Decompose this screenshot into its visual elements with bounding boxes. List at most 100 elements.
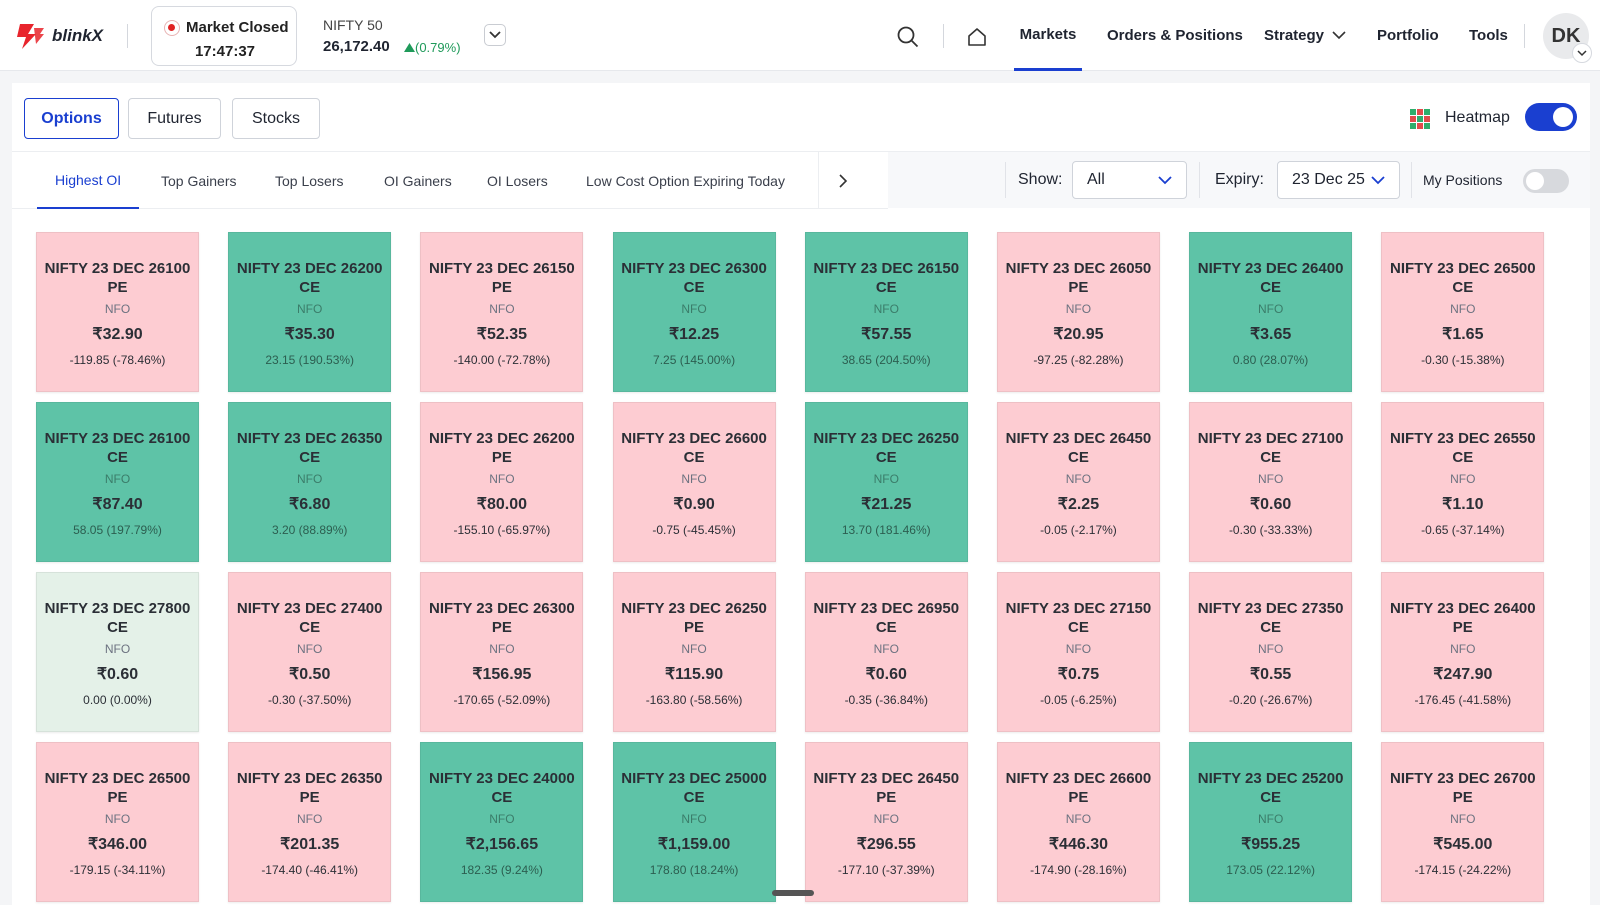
option-card-exchange: NFO [681,812,707,826]
heatmap-label: Heatmap [1445,109,1510,126]
heatmap-toggle[interactable] [1525,103,1577,131]
option-card-name: NIFTY 23 DEC 25200 CE [1197,770,1344,806]
tab-highest-oi[interactable]: Highest OI [37,152,140,209]
tab-strip: Highest OI Top Gainers Top Losers OI Gai… [12,152,888,209]
option-card[interactable]: NIFTY 23 DEC 26050 PE NFO ₹20.95 -97.25 (-8… [996,232,1160,392]
tabs-scroll-right-button[interactable] [818,152,868,209]
user-avatar[interactable]: DK [1543,13,1589,59]
option-card[interactable]: NIFTY 23 DEC 26350 CE NFO ₹6.80 3.20 (88.89… [228,402,392,562]
option-card[interactable]: NIFTY 23 DEC 26600 PE NFO ₹446.30 -174.90 (… [996,742,1160,902]
option-card-change: 38.65 (204.50%) [841,353,931,367]
option-card[interactable]: NIFTY 23 DEC 26950 CE NFO ₹0.60 -0.35 (-36.… [804,572,968,732]
option-card[interactable]: NIFTY 23 DEC 26450 PE NFO ₹296.55 -177.10 (… [804,742,968,902]
option-card-price: ₹0.90 [673,496,715,513]
option-card[interactable]: NIFTY 23 DEC 26200 CE NFO ₹35.30 23.15 (190… [228,232,392,392]
option-card[interactable]: NIFTY 23 DEC 26250 PE NFO ₹115.90 -163.80 (… [612,572,776,732]
option-card[interactable]: NIFTY 23 DEC 26300 CE NFO ₹12.25 7.25 (145.… [612,232,776,392]
option-card[interactable]: NIFTY 23 DEC 26450 CE NFO ₹2.25 -0.05 (-2.1… [996,402,1160,562]
option-card-price: ₹0.60 [865,666,907,683]
scroll-handle[interactable] [772,890,814,896]
option-card[interactable]: NIFTY 23 DEC 26500 PE NFO ₹346.00 -179.15 (… [36,742,199,902]
option-card-change: 173.05 (22.12%) [1226,863,1315,877]
option-card[interactable]: NIFTY 23 DEC 27800 CE NFO ₹0.60 0.00 (0.00%… [36,572,199,732]
brand-logo[interactable]: blinkX [14,22,103,50]
option-card-price: ₹1.65 [1442,326,1484,343]
option-card-name: NIFTY 23 DEC 26100 PE [44,260,191,296]
option-card[interactable]: NIFTY 23 DEC 26400 PE NFO ₹247.90 -176.45 (… [1381,572,1545,732]
option-card-price: ₹156.95 [472,666,532,683]
nav-strategy[interactable]: Strategy [1264,0,1346,71]
my-positions-toggle[interactable] [1523,169,1569,193]
option-card[interactable]: NIFTY 23 DEC 27100 CE NFO ₹0.60 -0.30 (-33.… [1189,402,1353,562]
option-card[interactable]: NIFTY 23 DEC 26100 PE NFO ₹32.90 -119.85 (-… [36,232,199,392]
option-card[interactable]: NIFTY 23 DEC 26100 CE NFO ₹87.40 58.05 (197… [36,402,199,562]
option-card[interactable]: NIFTY 23 DEC 25200 CE NFO ₹955.25 173.05 (2… [1189,742,1353,902]
option-card-price: ₹12.25 [668,326,720,343]
option-card[interactable]: NIFTY 23 DEC 26600 CE NFO ₹0.90 -0.75 (-45.… [612,402,776,562]
option-card-price: ₹346.00 [87,836,148,853]
show-filter-dropdown[interactable]: All [1072,161,1187,199]
option-card-name: NIFTY 23 DEC 26450 CE [1005,430,1152,466]
index-selector-button[interactable] [484,24,506,46]
option-card-price: ₹1,159.00 [657,836,731,853]
option-card-price: ₹296.55 [856,836,916,853]
nav-markets[interactable]: Markets [1014,0,1082,71]
option-card-price: ₹955.25 [1241,836,1301,853]
option-card[interactable]: NIFTY 23 DEC 26200 PE NFO ₹80.00 -155.10 (-… [420,402,584,562]
option-card-exchange: NFO [873,302,899,316]
option-card[interactable]: NIFTY 23 DEC 26150 PE NFO ₹52.35 -140.00 (-… [420,232,584,392]
option-card[interactable]: NIFTY 23 DEC 26300 PE NFO ₹156.95 -170.65 (… [420,572,584,732]
tab-top-gainers[interactable]: Top Gainers [161,172,237,189]
option-card-name: NIFTY 23 DEC 26350 CE [236,430,383,466]
expiry-dropdown[interactable]: 23 Dec 25 [1277,161,1400,199]
segment-options[interactable]: Options [24,98,119,139]
option-card[interactable]: NIFTY 23 DEC 26400 CE NFO ₹3.65 0.80 (28.07… [1189,232,1353,392]
option-card-exchange: NFO [104,302,131,316]
option-card[interactable]: NIFTY 23 DEC 25000 CE NFO ₹1,159.00 178.80 … [612,742,776,902]
option-card-exchange: NFO [104,642,131,656]
tab-oi-losers[interactable]: OI Losers [487,172,548,189]
segment-stocks[interactable]: Stocks [232,98,320,139]
option-card[interactable]: NIFTY 23 DEC 26350 PE NFO ₹201.35 -174.40 (… [228,742,392,902]
tab-top-losers[interactable]: Top Losers [275,172,344,189]
divider [943,24,944,48]
home-icon[interactable] [966,26,988,48]
option-card-name: NIFTY 23 DEC 26050 PE [1005,260,1152,296]
segment-futures[interactable]: Futures [128,98,221,139]
option-card[interactable]: NIFTY 23 DEC 26700 PE NFO ₹545.00 -174.15 (… [1381,742,1545,902]
market-closed-indicator-icon [164,20,180,36]
option-card-exchange: NFO [104,472,131,486]
option-card-exchange: NFO [873,812,899,826]
option-card-name: NIFTY 23 DEC 26150 PE [429,260,575,296]
profile-menu-button[interactable] [1572,43,1592,63]
option-card[interactable]: NIFTY 23 DEC 26500 CE NFO ₹1.65 -0.30 (-15.… [1381,232,1545,392]
option-card[interactable]: NIFTY 23 DEC 26250 CE NFO ₹21.25 13.70 (181… [804,402,968,562]
option-card-change: -0.05 (-6.25%) [1040,693,1117,707]
option-card-name: NIFTY 23 DEC 27350 CE [1197,600,1344,636]
option-card-exchange: NFO [104,812,131,826]
option-card-change: -163.80 (-58.56%) [645,693,743,707]
search-icon[interactable] [896,25,920,49]
option-card-name: NIFTY 23 DEC 26500 CE [1389,260,1536,296]
option-card-name: NIFTY 23 DEC 26400 CE [1197,260,1344,296]
option-card-change: 58.05 (197.79%) [73,523,162,537]
nav-portfolio[interactable]: Portfolio [1377,27,1439,44]
option-card[interactable]: NIFTY 23 DEC 26550 CE NFO ₹1.10 -0.65 (-37.… [1381,402,1545,562]
option-card-change: 182.35 (9.24%) [460,863,543,877]
nav-tools[interactable]: Tools [1469,27,1508,44]
nav-orders-positions[interactable]: Orders & Positions [1107,27,1243,44]
option-card-price: ₹3.65 [1249,326,1292,343]
tab-low-cost-option[interactable]: Low Cost Option Expiring Today [586,172,785,189]
option-card[interactable]: NIFTY 23 DEC 27150 CE NFO ₹0.75 -0.05 (-6.2… [996,572,1160,732]
option-card[interactable]: NIFTY 23 DEC 24000 CE NFO ₹2,156.65 182.35 … [420,742,584,902]
option-card[interactable]: NIFTY 23 DEC 27350 CE NFO ₹0.55 -0.20 (-26.… [1189,572,1353,732]
tab-oi-gainers[interactable]: OI Gainers [384,172,452,189]
option-card-name: NIFTY 23 DEC 26950 CE [813,600,960,636]
nav-strategy-label: Strategy [1264,27,1325,44]
chevron-down-icon [1371,176,1385,185]
option-card[interactable]: NIFTY 23 DEC 27400 CE NFO ₹0.50 -0.30 (-37.… [228,572,392,732]
index-change: (0.79%) [404,40,461,55]
option-card-change: -0.65 (-37.14%) [1421,523,1505,537]
brand-name: blinkX [52,26,104,45]
option-card[interactable]: NIFTY 23 DEC 26150 CE NFO ₹57.55 38.65 (204… [804,232,968,392]
